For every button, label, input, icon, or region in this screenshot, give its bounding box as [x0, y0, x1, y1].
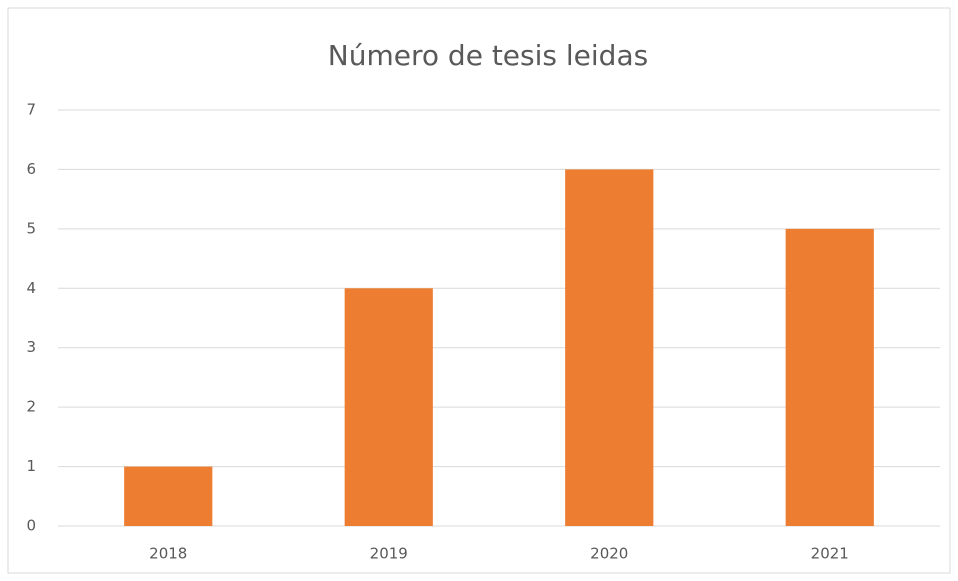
x-tick-label: 2021 — [811, 545, 849, 563]
y-tick-label: 6 — [26, 160, 36, 178]
chart-title: Número de tesis leidas — [328, 39, 648, 72]
bar — [124, 466, 213, 526]
bar — [785, 228, 874, 526]
y-tick-label: 0 — [26, 517, 36, 535]
bar — [344, 288, 433, 526]
x-tick-label: 2018 — [149, 545, 187, 563]
x-tick-label: 2019 — [370, 545, 408, 563]
y-tick-label: 3 — [26, 338, 36, 356]
bar — [565, 169, 654, 526]
y-tick-label: 1 — [26, 457, 36, 475]
y-tick-label: 2 — [26, 398, 36, 416]
x-tick-label: 2020 — [590, 545, 628, 563]
y-tick-label: 7 — [26, 101, 36, 119]
y-tick-label: 5 — [26, 219, 36, 237]
y-tick-label: 4 — [26, 279, 36, 297]
